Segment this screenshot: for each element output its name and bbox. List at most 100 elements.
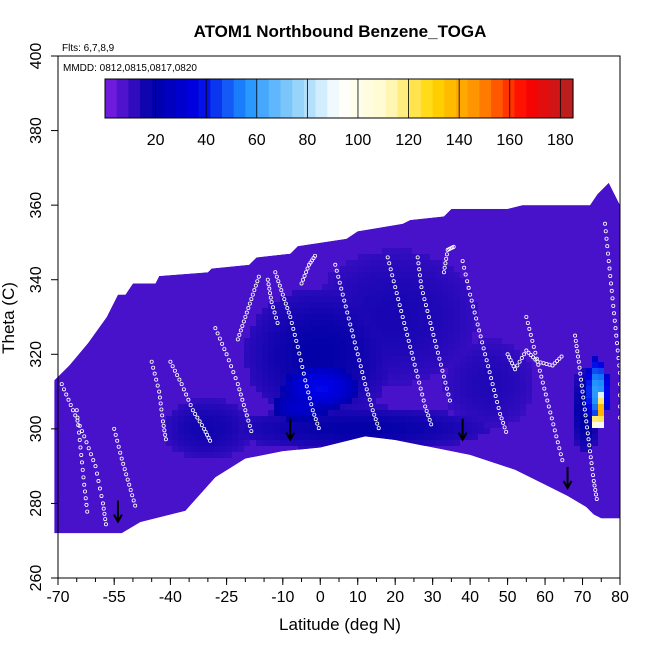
field-cell	[472, 326, 478, 332]
field-cell	[316, 320, 322, 326]
field-cell	[448, 392, 454, 398]
field-cell	[262, 440, 268, 446]
sample-point	[515, 363, 520, 368]
field-cell	[310, 296, 316, 302]
field-cell	[574, 422, 580, 428]
field-cell	[424, 326, 430, 332]
sample-point	[534, 356, 539, 361]
field-cell	[412, 296, 418, 302]
sample-point	[74, 408, 79, 413]
field-cell	[436, 296, 442, 302]
field-cell	[472, 422, 478, 428]
field-cell	[448, 356, 454, 362]
sample-point	[168, 359, 173, 364]
field-cell	[382, 248, 388, 254]
field-cell	[178, 404, 184, 410]
field-cell	[202, 416, 208, 422]
field-cell	[304, 422, 310, 428]
field-cell	[358, 410, 364, 416]
y-tick-label: 320	[28, 341, 45, 368]
field-cell	[466, 434, 472, 440]
field-cell	[430, 314, 436, 320]
field-cell	[400, 434, 406, 440]
field-cell	[268, 374, 274, 380]
field-cell	[466, 416, 472, 422]
field-cell	[508, 410, 514, 416]
field-cell	[346, 332, 352, 338]
field-cell	[370, 446, 376, 452]
field-cell	[598, 410, 604, 416]
field-cell	[376, 380, 382, 386]
field-cell	[592, 404, 598, 410]
field-cell	[298, 374, 304, 380]
field-cell	[274, 434, 280, 440]
field-cell	[502, 356, 508, 362]
field-cell	[388, 422, 394, 428]
field-cell	[400, 284, 406, 290]
field-cell	[322, 374, 328, 380]
field-cell	[280, 362, 286, 368]
field-cell	[280, 392, 286, 398]
colorbar-segment	[233, 79, 246, 118]
field-cell	[280, 302, 286, 308]
field-cell	[370, 272, 376, 278]
field-cell	[262, 428, 268, 434]
field-cell	[430, 368, 436, 374]
field-cell	[418, 332, 424, 338]
field-cell	[580, 422, 586, 428]
field-cell	[382, 416, 388, 422]
field-cell	[436, 314, 442, 320]
field-cell	[226, 452, 232, 458]
sample-point	[414, 368, 419, 373]
field-cell	[580, 428, 586, 434]
field-cell	[370, 302, 376, 308]
field-cell	[322, 308, 328, 314]
sample-point	[360, 370, 365, 375]
sample-point	[446, 392, 451, 397]
sample-point	[203, 429, 208, 434]
field-cell	[370, 254, 376, 260]
field-cell	[328, 344, 334, 350]
field-cell	[316, 380, 322, 386]
field-cell	[280, 428, 286, 434]
sample-point	[334, 268, 339, 273]
field-cell	[448, 416, 454, 422]
field-cell	[370, 314, 376, 320]
sample-point	[396, 297, 401, 302]
field-cell	[310, 380, 316, 386]
sample-point	[240, 397, 245, 402]
field-cell	[484, 416, 490, 422]
field-cell	[580, 440, 586, 446]
field-cell	[322, 398, 328, 404]
sample-point	[387, 261, 392, 266]
sample-point	[294, 338, 299, 343]
sample-point	[193, 411, 198, 416]
field-cell	[424, 272, 430, 278]
field-cell	[370, 344, 376, 350]
colorbar-segment	[151, 79, 165, 118]
sample-point	[162, 428, 167, 433]
field-cell	[280, 314, 286, 320]
field-cell	[346, 278, 352, 284]
sample-point	[468, 292, 473, 297]
field-cell	[310, 374, 316, 380]
field-cell	[454, 290, 460, 296]
sample-point	[197, 419, 202, 424]
field-cell	[430, 410, 436, 416]
field-cell	[454, 320, 460, 326]
field-cell	[412, 254, 418, 260]
field-cell	[598, 362, 604, 368]
sample-point	[301, 277, 306, 282]
field-cell	[454, 374, 460, 380]
field-cell	[358, 344, 364, 350]
sample-point	[305, 266, 310, 271]
sample-point	[269, 300, 274, 305]
field-cell	[268, 308, 274, 314]
field-cell	[586, 392, 592, 398]
sample-point	[272, 310, 277, 315]
field-cell	[406, 326, 412, 332]
field-cell	[496, 374, 502, 380]
field-cell	[340, 416, 346, 422]
field-cell	[418, 428, 424, 434]
sample-point	[179, 382, 184, 387]
